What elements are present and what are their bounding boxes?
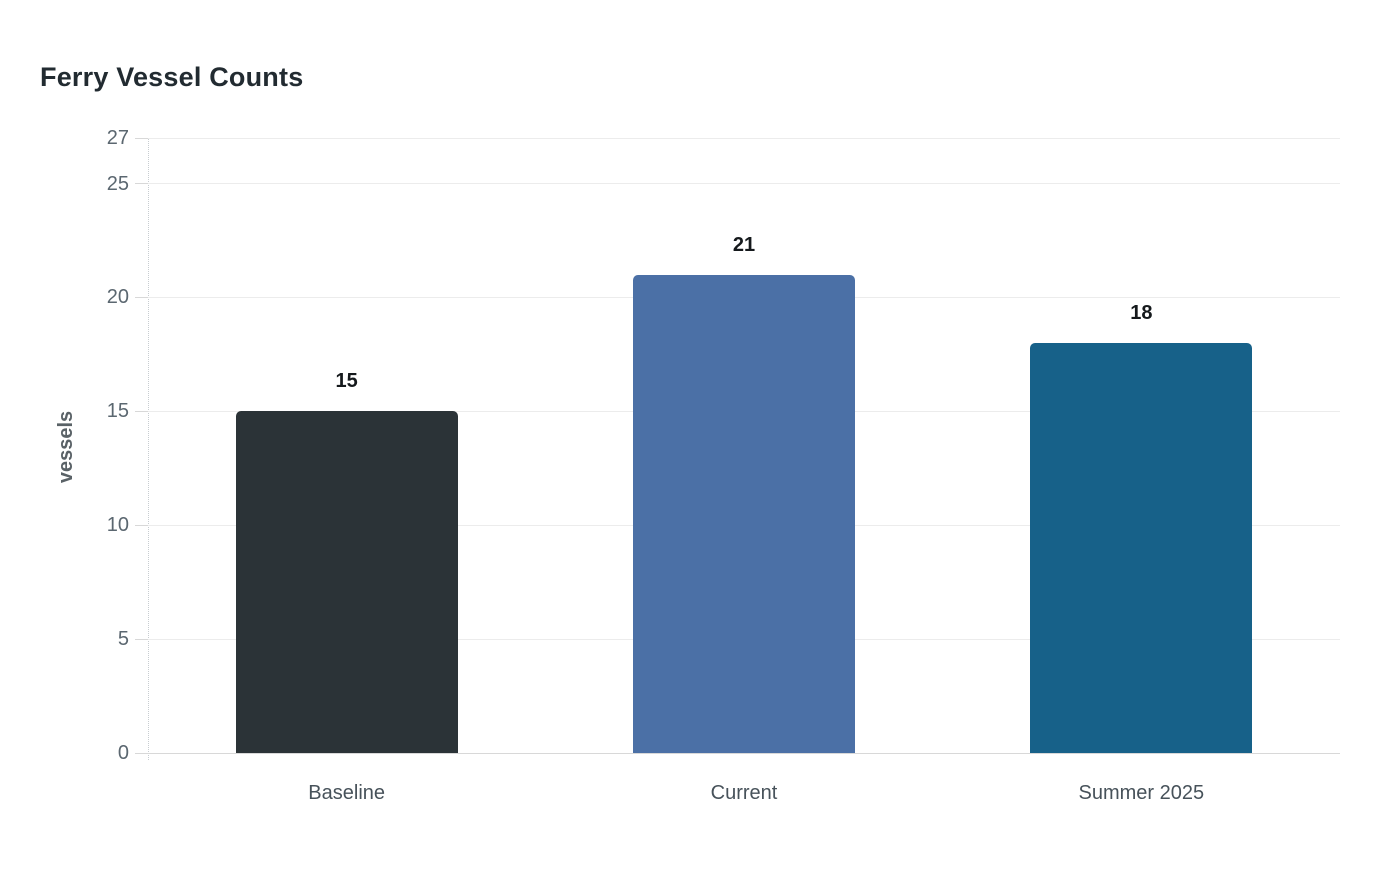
bar-value-label-baseline: 15 — [335, 370, 358, 393]
y-tick-mark-10 — [135, 524, 148, 526]
gridline-25 — [148, 183, 1340, 185]
x-tick-label-current: Current — [710, 782, 778, 804]
x-tick-label-summer-2025: Summer 2025 — [1078, 782, 1205, 804]
y-tick-mark-5 — [135, 638, 148, 640]
y-tick-mark-15 — [135, 410, 148, 412]
y-tick-label-27: 27 — [106, 127, 129, 149]
y-tick-mark-0 — [135, 752, 148, 754]
y-tick-label-0: 0 — [117, 742, 129, 764]
x-tick-label-baseline: Baseline — [308, 782, 386, 804]
bar-current — [633, 274, 855, 753]
y-tick-label-5: 5 — [117, 628, 129, 651]
y-tick-mark-25 — [135, 183, 148, 185]
bar-baseline — [235, 411, 458, 753]
y-tick-mark-20 — [135, 296, 148, 298]
y-axis-line — [148, 138, 149, 760]
y-tick-label-15: 15 — [106, 400, 129, 423]
y-tick-label-25: 25 — [106, 172, 129, 195]
chart-title: Ferry Vessel Counts — [40, 62, 304, 92]
bar-value-label-current: 21 — [732, 233, 756, 256]
y-tick-label-10: 10 — [106, 514, 129, 537]
y-tick-label-20: 20 — [106, 286, 129, 309]
gridline-27 — [148, 137, 1340, 139]
plot-area: 0 5 10 15 20 25 27 15 Baseline 21 Current 18 Summer… — [107, 127, 1340, 804]
y-tick-mark-27 — [135, 137, 148, 139]
gridline-0 — [148, 752, 1340, 754]
y-axis-title: vessels — [55, 410, 77, 484]
bar-summer-2025 — [1030, 343, 1253, 753]
bar-value-label-summer-2025: 18 — [1130, 302, 1153, 324]
